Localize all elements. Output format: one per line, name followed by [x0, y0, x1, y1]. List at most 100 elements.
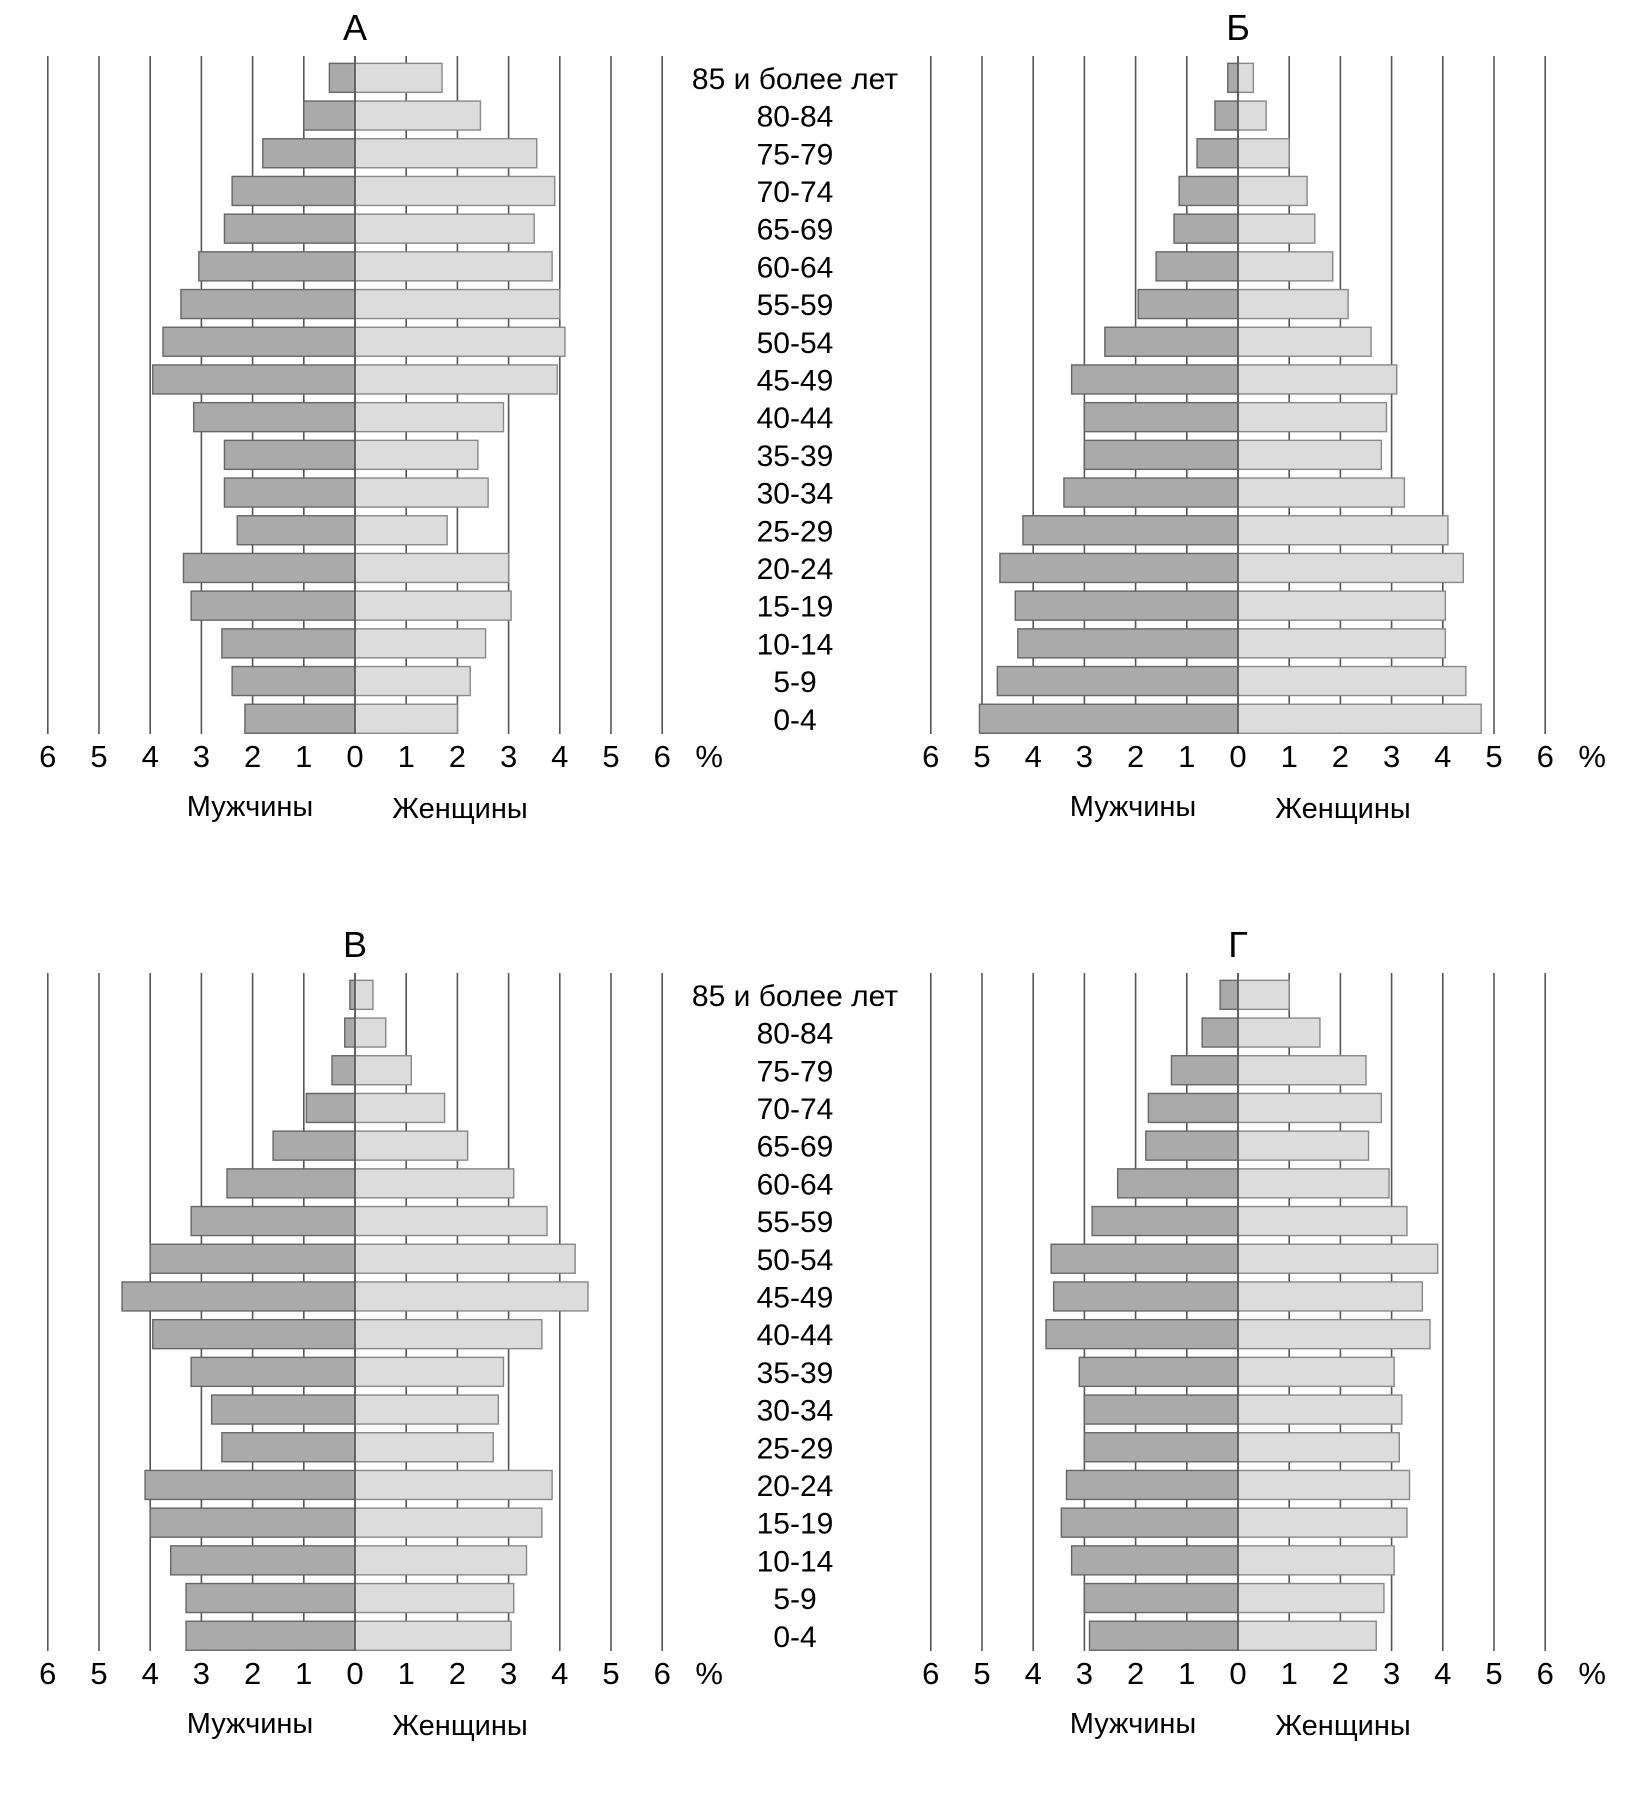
bar-female-25-29 [354, 1432, 494, 1463]
bar-male-85 и более лет [1227, 62, 1239, 94]
chart-title: В [343, 924, 367, 965]
age-label: 85 и более лет [692, 63, 898, 96]
age-label: 10-14 [757, 628, 834, 661]
age-label: 15-19 [757, 1508, 834, 1541]
bar-male-85 и более лет [1219, 979, 1239, 1011]
bar-male-25-29 [1022, 515, 1239, 546]
bar-male-35-39 [1078, 1356, 1239, 1388]
bar-female-20-24 [1237, 1469, 1411, 1501]
bar-male-10-14 [169, 1545, 356, 1576]
age-label: 50-54 [757, 1244, 834, 1277]
bar-male-20-24 [999, 552, 1239, 584]
bar-female-35-39 [1237, 1356, 1395, 1388]
tick-label: 4 [142, 739, 159, 774]
tick-label: 4 [1434, 739, 1451, 774]
bar-male-30-34 [210, 1394, 356, 1425]
unit-label: % [1578, 1656, 1606, 1691]
bar-male-70-74 [1147, 1092, 1239, 1124]
bar-female-45-49 [1237, 1281, 1424, 1312]
bar-male-65-69 [1173, 213, 1239, 244]
tick-label: 1 [398, 1656, 415, 1691]
bar-male-40-44 [152, 1318, 356, 1350]
bar-female-50-54 [354, 326, 566, 357]
male-label: Мужчины [187, 791, 314, 823]
age-label: 60-64 [757, 1168, 834, 1201]
tick-label: 3 [500, 739, 517, 774]
bar-male-0-4 [978, 703, 1239, 734]
bar-male-50-54 [1050, 1243, 1239, 1274]
bar-male-55-59 [180, 288, 356, 320]
bar-male-30-34 [1063, 477, 1239, 508]
bar-male-0-4 [244, 703, 356, 734]
bar-female-30-34 [354, 1394, 500, 1425]
bar-male-10-14 [221, 628, 356, 659]
bar-female-45-49 [354, 1281, 589, 1312]
bar-female-20-24 [354, 552, 510, 584]
tick-label: 1 [1178, 1656, 1195, 1691]
age-label: 45-49 [757, 1281, 834, 1314]
bar-female-40-44 [354, 1318, 543, 1350]
bar-male-35-39 [190, 1356, 356, 1388]
age-label: 70-74 [757, 176, 834, 209]
tick-label: 5 [602, 739, 619, 774]
age-label: 5-9 [773, 1583, 816, 1616]
bar-male-75-79 [1196, 138, 1239, 169]
bar-male-5-9 [231, 665, 356, 697]
tick-label: 6 [39, 1656, 56, 1691]
tick-label: 3 [500, 1656, 517, 1691]
tick-label: 1 [1281, 739, 1298, 774]
tick-label: 6 [922, 1656, 939, 1691]
tick-label: 5 [90, 739, 107, 774]
tick-label: 4 [551, 1656, 568, 1691]
bar-male-45-49 [152, 364, 356, 395]
bar-female-70-74 [1237, 1092, 1383, 1124]
bar-female-15-19 [354, 1507, 543, 1538]
bar-female-5-9 [1237, 665, 1467, 697]
bar-female-70-74 [1237, 175, 1308, 207]
male-label: Мужчины [1070, 791, 1197, 823]
tick-label: 2 [244, 1656, 261, 1691]
bar-female-30-34 [1237, 1394, 1403, 1425]
bar-female-50-54 [1237, 326, 1372, 357]
bar-female-35-39 [354, 1356, 505, 1388]
tick-label: 3 [193, 739, 210, 774]
tick-label: 3 [1383, 1656, 1400, 1691]
bar-female-45-49 [1237, 364, 1398, 395]
bar-female-85 и более лет [354, 62, 443, 94]
tick-label: 4 [1025, 739, 1042, 774]
age-label: 40-44 [757, 402, 834, 435]
age-label: 65-69 [757, 214, 834, 247]
bar-male-10-14 [1070, 1545, 1239, 1576]
chart-title: А [343, 7, 367, 48]
age-label: 25-29 [757, 1432, 834, 1465]
bar-female-5-9 [1237, 1582, 1385, 1614]
bar-female-25-29 [1237, 515, 1449, 546]
bar-male-15-19 [1014, 590, 1239, 621]
bar-male-55-59 [1091, 1205, 1239, 1237]
bar-male-25-29 [1083, 1432, 1239, 1463]
bar-male-20-24 [182, 552, 356, 584]
pyramid-panel-3: В 85 и более лет 80-84 75-79 70-74 65-69 60-64… [39, 924, 898, 1742]
bar-male-60-64 [226, 1168, 356, 1199]
bar-female-40-44 [354, 401, 505, 433]
age-label: 70-74 [757, 1093, 834, 1126]
bar-female-25-29 [1237, 1432, 1400, 1463]
bar-female-45-49 [354, 364, 558, 395]
tick-label: 3 [193, 1656, 210, 1691]
bar-female-80-84 [1237, 1017, 1321, 1048]
bar-male-40-44 [1083, 401, 1239, 433]
tick-label: 6 [1537, 1656, 1554, 1691]
tick-label: 2 [449, 739, 466, 774]
bar-male-80-84 [1214, 100, 1239, 131]
bar-male-30-34 [223, 477, 356, 508]
tick-label: 4 [142, 1656, 159, 1691]
chart-title: Г [1228, 924, 1248, 965]
bar-male-35-39 [1083, 439, 1239, 471]
bar-female-60-64 [354, 251, 553, 282]
age-label: 30-34 [757, 478, 834, 511]
tick-label: 6 [654, 1656, 671, 1691]
bar-female-50-54 [1237, 1243, 1439, 1274]
tick-label: 5 [1485, 1656, 1502, 1691]
bar-male-5-9 [185, 1582, 356, 1614]
